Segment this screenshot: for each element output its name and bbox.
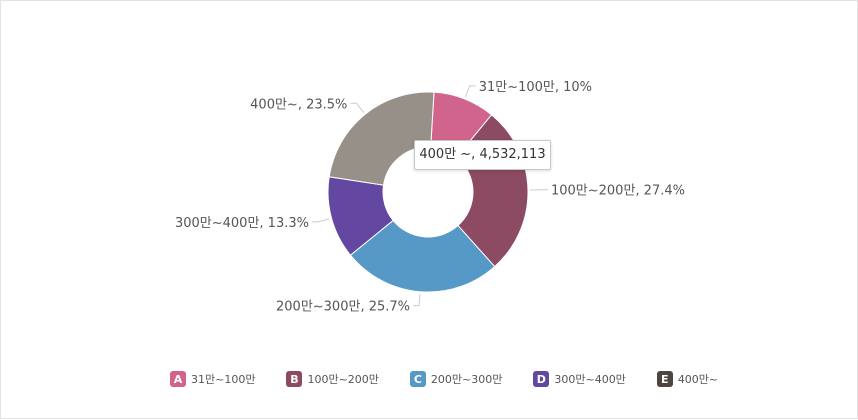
leader-line-200-300: [413, 294, 420, 306]
legend-item-a[interactable]: A 31만~100만: [170, 371, 255, 387]
legend-label-d: 300만~400만: [554, 371, 625, 387]
legend-badge-b: B: [286, 371, 302, 387]
legend-item-c[interactable]: C 200만~300만: [410, 371, 502, 387]
legend-item-d[interactable]: D 300만~400만: [533, 371, 625, 387]
legend-badge-e: E: [657, 371, 673, 387]
leader-line-300-400: [312, 219, 330, 222]
chart-tooltip: 400만 ~, 4,532,113: [414, 140, 551, 170]
legend-badge-c: C: [410, 371, 426, 387]
leader-line-31-100: [465, 86, 475, 97]
legend-item-e[interactable]: E 400만~: [657, 371, 718, 387]
legend-item-b[interactable]: B 100만~200만: [286, 371, 378, 387]
slice-label-100-200: 100만~200만, 27.4%: [551, 184, 685, 199]
chart-legend: A 31만~100만 B 100만~200만 C 200만~300만 D 300…: [170, 371, 749, 387]
legend-badge-a: A: [170, 371, 186, 387]
slice-label-31-100: 31만~100만, 10%: [479, 80, 592, 95]
legend-badge-d: D: [533, 371, 549, 387]
slice-label-300-400: 300만~400만, 13.3%: [175, 216, 309, 231]
slice-label-200-300: 200만~300만, 25.7%: [276, 300, 410, 315]
legend-label-a: 31만~100만: [191, 371, 255, 387]
slice-label-400-plus: 400만~, 23.5%: [250, 97, 347, 112]
legend-label-e: 400만~: [678, 371, 718, 387]
legend-label-c: 200만~300만: [431, 371, 502, 387]
legend-label-b: 100만~200만: [307, 371, 378, 387]
leader-line-400-plus: [350, 103, 364, 112]
